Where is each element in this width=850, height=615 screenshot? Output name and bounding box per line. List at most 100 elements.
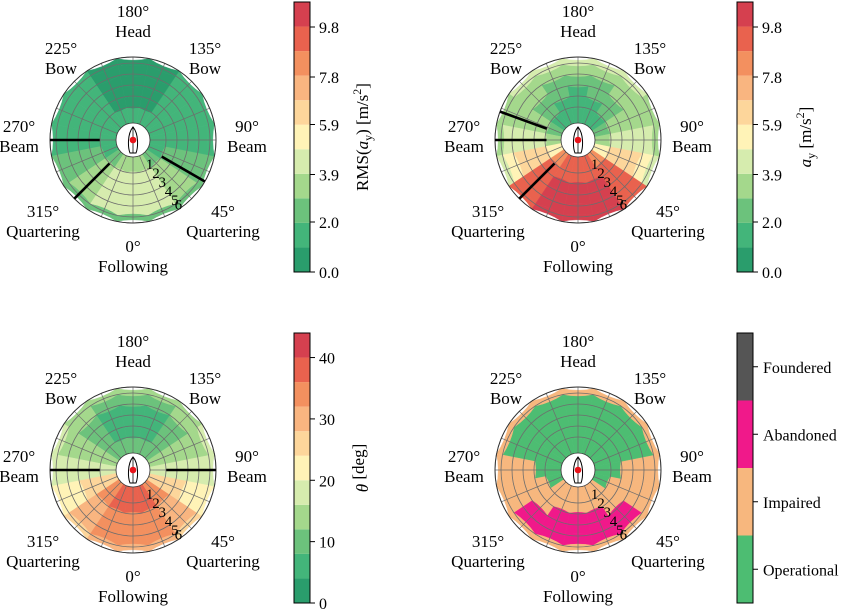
grid-spoke <box>74 411 122 459</box>
colorbar-tick-label: 20 <box>319 473 335 490</box>
colorbar-segment <box>294 357 310 383</box>
radial-tick-label: 5 <box>171 193 179 209</box>
grid-spoke <box>593 437 655 464</box>
colorbar-segment <box>294 406 310 432</box>
direction-degree-label: 180° <box>117 2 149 21</box>
colorbar-segment <box>294 2 310 27</box>
radial-tick-label: 4 <box>610 514 618 530</box>
grid-spoke <box>519 81 567 129</box>
direction-name-label: Quartering <box>631 552 705 571</box>
grid-spoke <box>100 63 127 125</box>
colorbar-category-label: Operational <box>763 562 839 579</box>
colorbar-segment <box>294 578 310 603</box>
direction-degree-label: 45° <box>211 202 235 221</box>
direction-degree-label: 270° <box>3 447 35 466</box>
colorbar-segment <box>737 124 753 150</box>
grid-spoke <box>139 485 166 547</box>
direction-name-label: Quartering <box>631 222 705 241</box>
grid-spoke <box>545 155 572 217</box>
direction-name-label: Head <box>115 22 151 41</box>
colorbar-label: RMS(ay) [m/s2] <box>350 83 375 191</box>
colorbar-4: Operational Impaired Abandoned Foundered <box>736 332 839 604</box>
direction-degree-label: 45° <box>656 202 680 221</box>
direction-name-label: Following <box>98 257 168 276</box>
colorbar-segment <box>294 504 310 530</box>
direction-name-label: Following <box>543 587 613 606</box>
radial-tick-label: 3 <box>159 175 167 191</box>
direction-degree-label: 225° <box>490 369 522 388</box>
direction-name-label: Following <box>98 587 168 606</box>
direction-degree-label: 0° <box>125 567 140 586</box>
direction-name-label: Bow <box>189 389 222 408</box>
direction-degree-label: 90° <box>680 117 704 136</box>
colorbar-tick-label: 7.8 <box>319 70 339 87</box>
grid-spoke <box>519 411 567 459</box>
radial-tick-label: 6 <box>175 198 183 214</box>
grid-spoke <box>144 411 192 459</box>
direction-name-label: Head <box>115 352 151 371</box>
colorbar-segment <box>294 480 310 505</box>
direction-name-label: Quartering <box>6 222 80 241</box>
colorbar-segment <box>294 173 310 199</box>
grid-spoke <box>148 107 210 134</box>
limit-contour <box>518 162 556 200</box>
grid-spoke <box>139 63 166 125</box>
colorbar-segment <box>737 173 753 199</box>
direction-degree-label: 135° <box>189 39 221 58</box>
polar-panel-4: 123456180°Head135°Bow90°Beam45°Quarterin… <box>444 332 712 606</box>
colorbar-tick-label: 2.0 <box>319 215 339 232</box>
colorbar-segment <box>737 26 753 52</box>
grid-spoke <box>589 411 637 459</box>
grid-spoke <box>593 476 655 503</box>
colorbar-frame <box>736 1 754 273</box>
direction-degree-label: 225° <box>45 39 77 58</box>
grid-spoke <box>545 485 572 547</box>
colorbar-segment <box>294 100 310 125</box>
grid-spoke <box>56 476 118 503</box>
grid-spoke <box>584 485 611 547</box>
radial-tick-label: 6 <box>620 198 628 214</box>
radial-tick-label: 2 <box>597 496 605 512</box>
direction-name-label: Bow <box>490 59 523 78</box>
direction-name-label: Quartering <box>451 222 525 241</box>
colorbar-1: 0.0 2.0 3.9 5.9 7.8 9.8 RMS(ay) [m/s2] <box>293 1 375 282</box>
direction-name-label: Beam <box>444 137 484 156</box>
direction-degree-label: 0° <box>570 237 585 256</box>
radial-tick-label: 3 <box>159 505 167 521</box>
grid-spoke <box>74 81 122 129</box>
radial-tick-label: 6 <box>620 528 628 544</box>
colorbar-segment <box>294 124 310 150</box>
colorbar-segment <box>294 51 310 76</box>
colorbar-segment <box>737 222 753 248</box>
direction-name-label: Beam <box>672 467 712 486</box>
colorbar-segment <box>294 455 310 481</box>
colorbar-category-label: Foundered <box>763 360 831 377</box>
colorbar-tick-label: 7.8 <box>762 70 782 87</box>
limit-contour <box>499 110 548 130</box>
direction-name-label: Beam <box>672 137 712 156</box>
direction-name-label: Beam <box>0 467 39 486</box>
direction-degree-label: 0° <box>125 237 140 256</box>
colorbar-segment <box>294 529 310 554</box>
grid-spoke <box>148 146 210 173</box>
colorbar-segment <box>294 333 310 358</box>
radial-tick-label: 1 <box>591 157 599 173</box>
direction-degree-label: 45° <box>656 532 680 551</box>
radial-tick-label: 2 <box>597 166 605 182</box>
radial-tick-label: 1 <box>591 487 599 503</box>
colorbar-2: 0.0 2.0 3.9 5.9 7.8 9.8 ay [m/s2] <box>736 1 818 282</box>
radial-tick-label: 5 <box>616 523 624 539</box>
colorbar-segment <box>737 75 753 101</box>
colorbar-segment <box>737 535 753 603</box>
colorbar-tick-label: 10 <box>319 535 335 552</box>
colorbar-frame <box>293 332 311 604</box>
colorbar-segment <box>294 198 310 223</box>
direction-degree-label: 180° <box>117 332 149 351</box>
direction-name-label: Following <box>543 257 613 276</box>
direction-name-label: Bow <box>45 59 78 78</box>
colorbar-frame <box>293 1 311 273</box>
grid-spoke <box>584 155 611 217</box>
direction-degree-label: 225° <box>490 39 522 58</box>
colorbar-tick-label: 9.8 <box>319 20 339 37</box>
radial-tick-label: 4 <box>165 514 173 530</box>
